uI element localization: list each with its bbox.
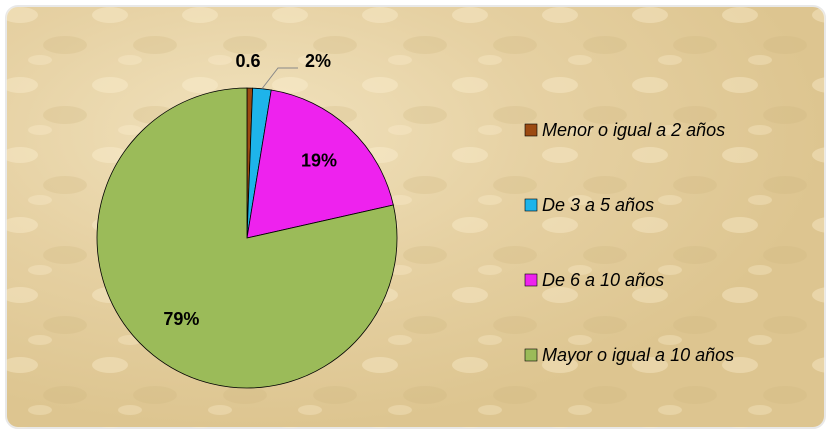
legend-label: De 3 a 5 años: [542, 195, 654, 215]
legend-label: Menor o igual a 2 años: [542, 120, 725, 140]
legend: Menor o igual a 2 años De 3 a 5 años De 6 …: [524, 120, 734, 365]
legend-swatch: [524, 273, 538, 287]
data-label: 79%: [163, 309, 199, 329]
legend-label: De 6 a 10 años: [542, 270, 664, 290]
legend-label: Mayor o igual a 10 años: [542, 345, 734, 365]
legend-swatch: [524, 348, 538, 362]
pie: 0.6 2% 19% 79%: [96, 51, 398, 389]
data-label: 2%: [305, 51, 331, 71]
data-label: 19%: [301, 150, 337, 170]
pie-slice: [246, 89, 394, 239]
pie-slice: [96, 87, 398, 389]
legend-swatch: [524, 123, 538, 137]
data-label: 0.6: [235, 51, 260, 71]
leader-line: [261, 67, 298, 90]
legend-swatch: [524, 198, 538, 212]
